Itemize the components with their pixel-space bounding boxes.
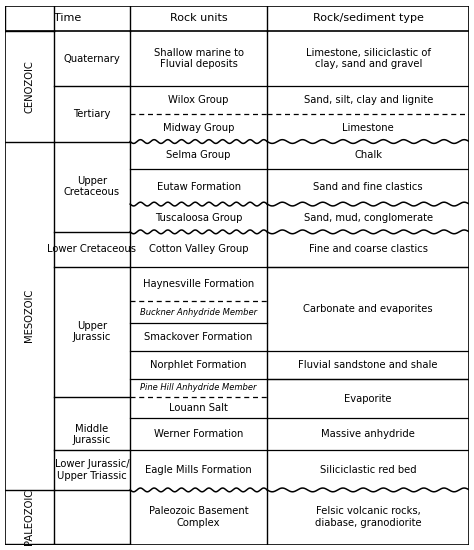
Text: Haynesville Formation: Haynesville Formation (143, 279, 255, 289)
Text: Middle
Jurassic: Middle Jurassic (73, 424, 111, 445)
Text: Pine Hill Anhydride Member: Pine Hill Anhydride Member (140, 383, 257, 392)
Text: Lower Cretaceous: Lower Cretaceous (47, 244, 137, 254)
Text: CENOZOIC: CENOZOIC (24, 60, 34, 113)
Text: Fluvial sandstone and shale: Fluvial sandstone and shale (299, 360, 438, 370)
Text: Eagle Mills Formation: Eagle Mills Formation (146, 465, 252, 475)
Text: Paleozoic Basement
Complex: Paleozoic Basement Complex (149, 507, 248, 528)
Text: Massive anhydride: Massive anhydride (321, 430, 415, 439)
Text: Selma Group: Selma Group (166, 151, 231, 161)
Text: Sand, silt, clay and lignite: Sand, silt, clay and lignite (303, 95, 433, 105)
Text: Wilox Group: Wilox Group (168, 95, 229, 105)
Text: Upper
Cretaceous: Upper Cretaceous (64, 176, 120, 197)
Text: Tuscaloosa Group: Tuscaloosa Group (155, 213, 242, 223)
Text: MESOZOIC: MESOZOIC (24, 289, 34, 342)
Text: Rock units: Rock units (170, 13, 228, 24)
Text: Werner Formation: Werner Formation (154, 430, 243, 439)
Text: Norphlet Formation: Norphlet Formation (150, 360, 247, 370)
Text: Tertiary: Tertiary (73, 109, 110, 119)
Text: Midway Group: Midway Group (163, 123, 234, 133)
Text: Louann Salt: Louann Salt (169, 403, 228, 412)
Text: Time: Time (54, 13, 81, 24)
Text: Rock/sediment type: Rock/sediment type (313, 13, 424, 24)
Text: Smackover Formation: Smackover Formation (145, 332, 253, 342)
Text: Evaporite: Evaporite (345, 394, 392, 404)
Text: Chalk: Chalk (354, 151, 382, 161)
Text: Limestone: Limestone (342, 123, 394, 133)
Text: Quaternary: Quaternary (64, 54, 120, 64)
Text: Shallow marine to
Fluvial deposits: Shallow marine to Fluvial deposits (154, 48, 244, 69)
Text: Sand and fine clastics: Sand and fine clastics (313, 182, 423, 192)
Text: Carbonate and evaporites: Carbonate and evaporites (303, 304, 433, 314)
Text: Sand, mud, conglomerate: Sand, mud, conglomerate (304, 213, 433, 223)
Text: Eutaw Formation: Eutaw Formation (156, 182, 241, 192)
Text: Fine and coarse clastics: Fine and coarse clastics (309, 244, 428, 254)
Text: Cotton Valley Group: Cotton Valley Group (149, 244, 248, 254)
Text: PALEOZOIC: PALEOZOIC (24, 489, 34, 545)
Text: Lower Jurassic/
Upper Triassic: Lower Jurassic/ Upper Triassic (55, 459, 129, 481)
Text: Limestone, siliciclastic of
clay, sand and gravel: Limestone, siliciclastic of clay, sand a… (306, 48, 431, 69)
Text: Upper
Jurassic: Upper Jurassic (73, 321, 111, 343)
Text: Buckner Anhydride Member: Buckner Anhydride Member (140, 308, 257, 317)
Text: Felsic volcanic rocks,
diabase, granodiorite: Felsic volcanic rocks, diabase, granodio… (315, 507, 421, 528)
Text: Siliciclastic red bed: Siliciclastic red bed (320, 465, 417, 475)
